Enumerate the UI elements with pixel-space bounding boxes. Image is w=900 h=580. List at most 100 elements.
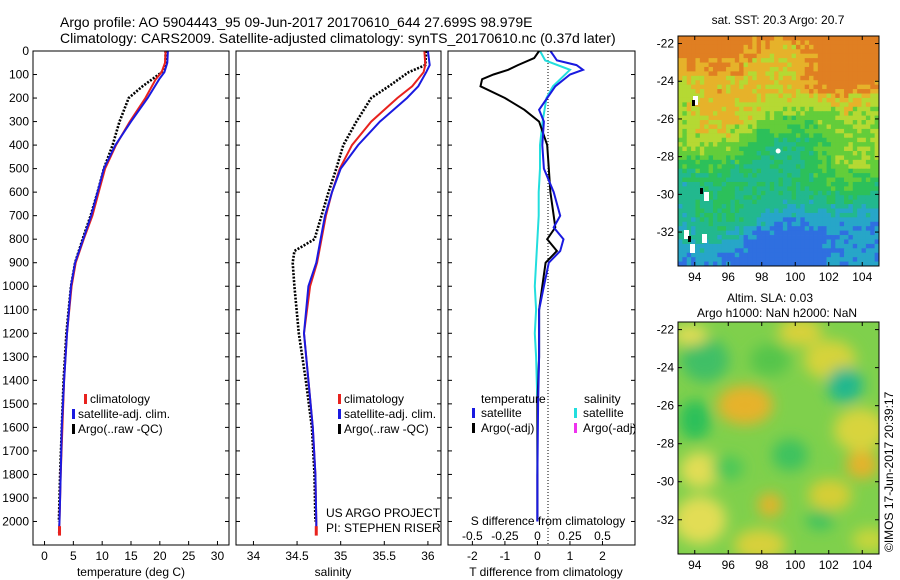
climatology-bottom-marker <box>58 526 62 536</box>
pi-label: PI: STEPHEN RISER <box>326 521 441 535</box>
sst-map-frame <box>677 35 880 267</box>
y-tick-label: 1900 <box>2 491 29 505</box>
legend-swatch-s-satellite <box>574 408 577 418</box>
y-tick-label: 1700 <box>2 444 29 458</box>
x-tick-label: 100 <box>785 558 805 572</box>
y-tick-label: -32 <box>657 225 675 239</box>
credit-label: ©IMOS 17-Jun-2017 20:39:17 <box>882 391 896 552</box>
s-tick-label: 0.25 <box>558 529 582 543</box>
y-tick-label: 400 <box>9 138 29 152</box>
sla-anomaly-patch <box>678 496 726 544</box>
sla-anomaly-patch <box>806 510 834 530</box>
y-tick-label: -26 <box>657 399 675 413</box>
x-tick-label: 15 <box>124 549 138 563</box>
temperature-yticks: 0 100 200 300 400 500 600 700 800 900 1000 1100 1200… <box>2 44 229 528</box>
y-tick-label: -26 <box>657 112 675 126</box>
x-tick-label: 96 <box>722 558 736 572</box>
sla-map-field <box>678 322 879 554</box>
x-tick-label: 96 <box>722 270 736 284</box>
legend-swatch-argo <box>72 424 75 434</box>
y-tick-label: 800 <box>9 232 29 246</box>
x-tick-label: 104 <box>852 270 872 284</box>
legend-label-s-satellite: satellite <box>583 406 624 420</box>
sla-anomaly-patch <box>827 367 863 403</box>
y-tick-label: -30 <box>657 187 675 201</box>
y-tick-label: -30 <box>657 475 675 489</box>
legend-label-argo: Argo(..raw -QC) <box>78 422 163 436</box>
temperature-axes-frame <box>32 50 230 546</box>
x-tick-label: -2 <box>467 549 478 563</box>
y-tick-label: -22 <box>657 37 675 51</box>
legend-swatch-t-argo <box>472 423 475 433</box>
y-tick-label: 200 <box>9 91 29 105</box>
x-tick-label: -1 <box>500 549 511 563</box>
x-tick-label: 30 <box>211 549 225 563</box>
x-tick-label: 2 <box>599 549 606 563</box>
x-tick-label: 100 <box>785 270 805 284</box>
salinity-legend: climatology satellite-adj. clim. Argo(..… <box>338 392 436 436</box>
sla-anomaly-patch <box>679 400 711 440</box>
sla-anomaly-patch <box>680 452 720 488</box>
satellite-temperature-line <box>57 50 169 534</box>
y-tick-label: -22 <box>657 323 675 337</box>
s-tick-label: -0.5 <box>462 529 483 543</box>
x-tick-label: 25 <box>182 549 196 563</box>
salinity-satellite-diff-line <box>533 50 572 522</box>
temperature-legend: climatology satellite-adj. clim. Argo(..… <box>72 392 170 436</box>
x-tick-label: 34 <box>247 549 261 563</box>
x-tick-label: 102 <box>819 558 839 572</box>
sla-anomaly-patch <box>750 344 790 376</box>
sla-anomaly-patch <box>772 439 808 471</box>
x-tick-label: 98 <box>755 558 769 572</box>
x-tick-label: 20 <box>153 549 167 563</box>
x-tick-label: 10 <box>95 549 109 563</box>
legend-label-climatology: climatology <box>90 392 150 406</box>
project-label: US ARGO PROJECT <box>326 506 441 520</box>
x-tick-label: 0 <box>41 549 48 563</box>
climatology-bottom-marker <box>314 526 318 536</box>
y-tick-label: 1200 <box>2 326 29 340</box>
y-tick-label: -28 <box>657 437 675 451</box>
y-tick-label: 1300 <box>2 350 29 364</box>
climatology-salinity-line <box>302 50 427 534</box>
y-tick-label: 700 <box>9 209 29 223</box>
sla-anomaly-patch <box>846 451 878 479</box>
argo-salinity-line <box>291 50 428 522</box>
sla-anomaly-patch <box>681 338 729 382</box>
t-difference-label: T difference from climatology <box>469 565 623 579</box>
salinity-panel: 34 34.5 35 35.5 36 climatology satellite-adj… <box>235 50 442 579</box>
sla-anomaly-patch <box>834 408 879 452</box>
salinity-lines <box>291 50 431 536</box>
header-line2: Climatology: CARS2009. Satellite-adjuste… <box>60 30 616 46</box>
salinity-xticks: 34 34.5 35 35.5 36 <box>236 50 441 563</box>
argo-position-marker <box>775 148 781 154</box>
legend-label-t-satellite: satellite <box>481 406 522 420</box>
legend-swatch-satellite <box>338 409 341 419</box>
y-tick-label: 900 <box>9 256 29 270</box>
s-tick-label: -0.25 <box>491 529 519 543</box>
s-tick-label: 0 <box>534 529 541 543</box>
sla-anomaly-patch <box>734 529 786 554</box>
x-tick-label: 1 <box>567 549 574 563</box>
sla-map-title-2: Argo h1000: NaN h2000: NaN <box>697 306 857 320</box>
x-tick-label: 102 <box>819 270 839 284</box>
x-tick-label: 35.5 <box>373 549 397 563</box>
sla-anomaly-patch <box>778 322 822 346</box>
difference-panel: -2 -1 0 1 2 -0.5 -0.25 0 0.25 0.5 temperature sal… <box>447 50 636 579</box>
y-tick-label: -24 <box>657 74 675 88</box>
temperature-argo-diff-line <box>479 50 559 522</box>
argo-temperature-line <box>57 51 167 522</box>
x-tick-label: 5 <box>70 549 77 563</box>
salinity-axes-frame <box>235 50 442 546</box>
sst-map-panel: sat. SST: 20.3 Argo: 20.7 94 96 98 100 102 10… <box>657 13 880 284</box>
header-line1: Argo profile: AO 5904443_95 09-Jun-2017 … <box>60 14 533 30</box>
legend-title-temperature: temperature <box>481 392 546 406</box>
sla-anomaly-patch <box>808 479 852 511</box>
difference-xticks: -2 -1 0 1 2 -0.5 -0.25 0 0.25 0.5 <box>448 50 635 563</box>
difference-axes-frame <box>447 50 636 546</box>
y-tick-label: 1400 <box>2 373 29 387</box>
y-tick-label: 500 <box>9 162 29 176</box>
x-tick-label: 94 <box>688 270 702 284</box>
y-tick-label: 2000 <box>2 514 29 528</box>
